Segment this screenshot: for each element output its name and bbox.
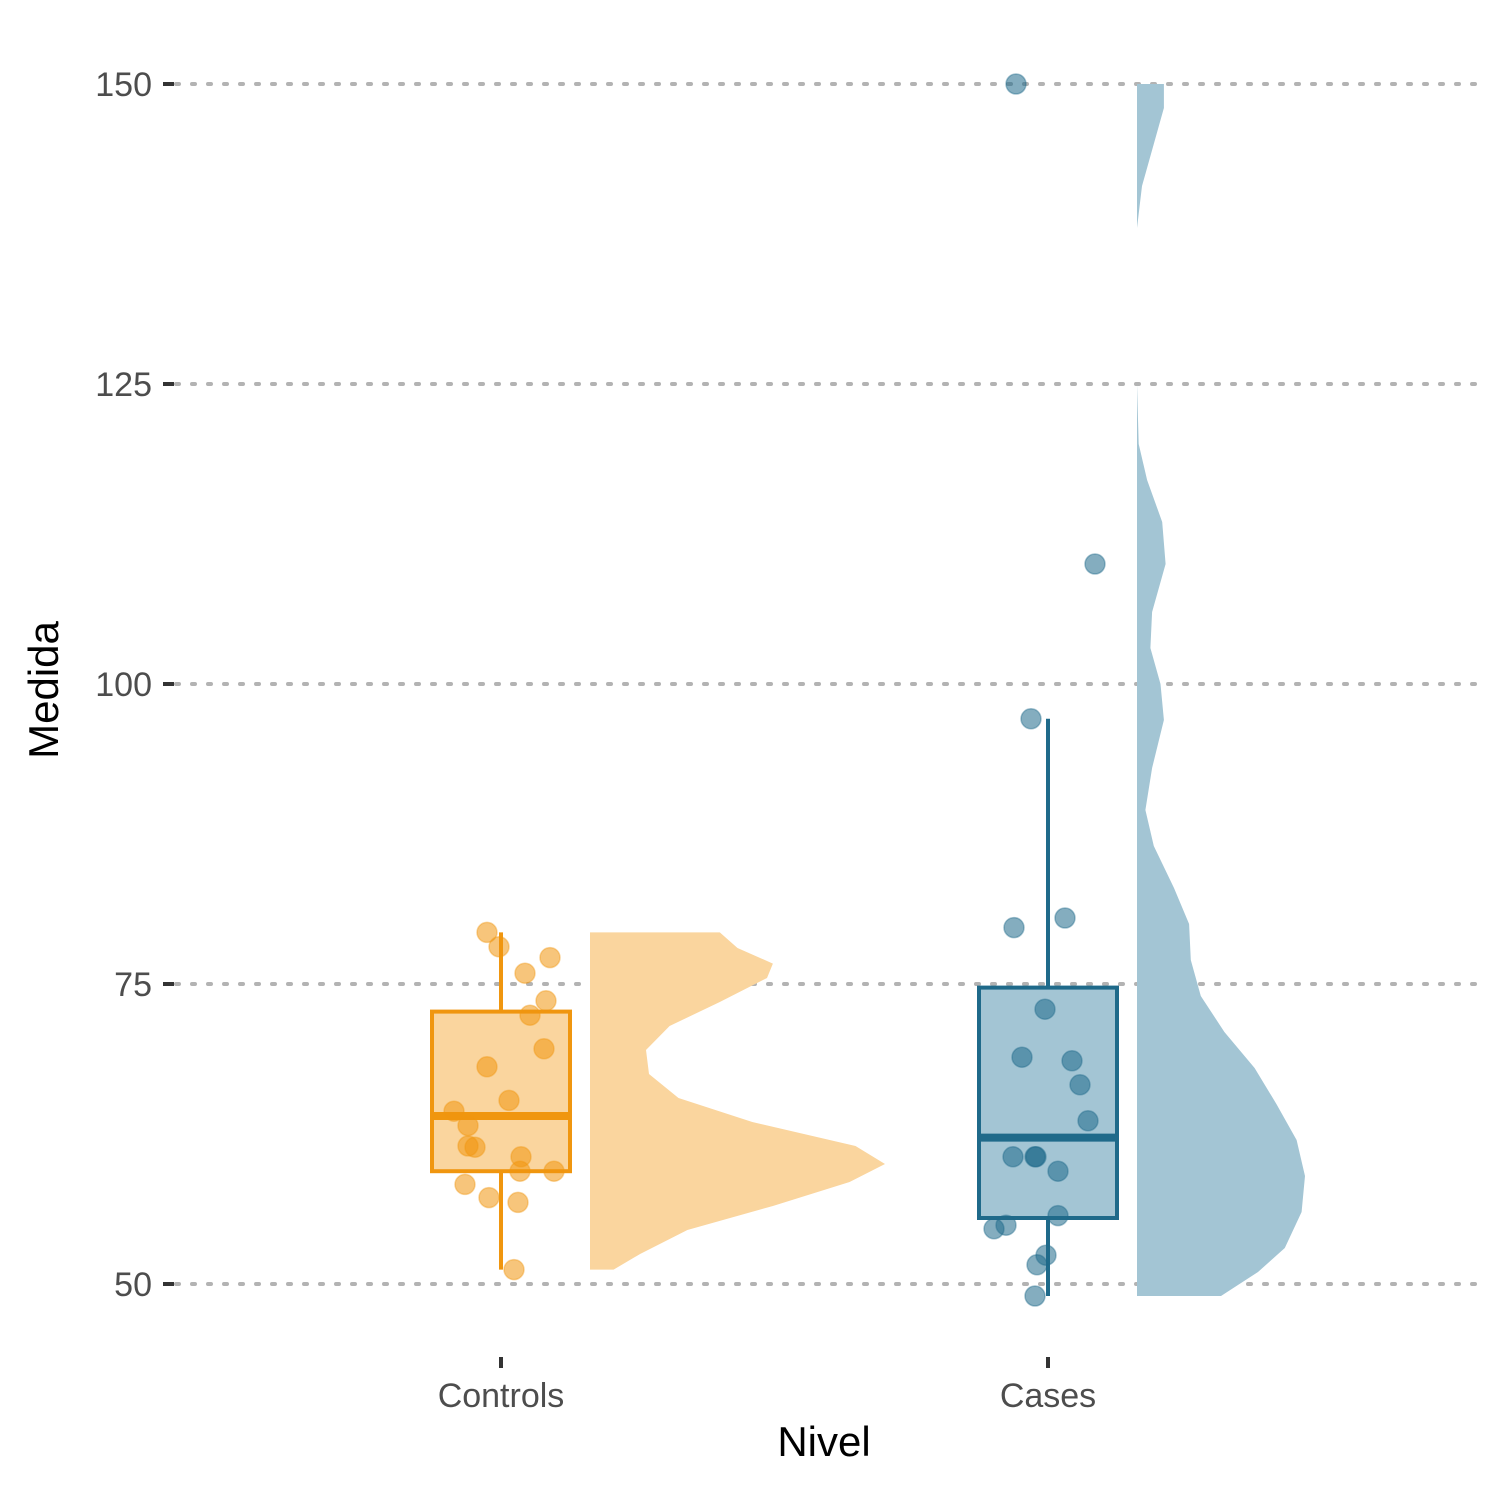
point-controls [535,990,557,1012]
point-cases [1047,1204,1069,1227]
point-cases [983,1218,1005,1240]
point-cases [1002,1146,1024,1168]
box-controls [430,1009,572,1174]
point-cases [1077,1110,1099,1132]
x-tick-label-controls: Controls [438,1377,565,1415]
point-controls [503,1258,525,1281]
point-controls [514,962,536,984]
point-controls [464,1136,486,1158]
point-cases [1003,916,1025,939]
point-cases [1026,1254,1048,1276]
point-controls [509,1160,531,1182]
point-controls [476,1056,498,1078]
y-axis: 50 75 100 125 150 [95,66,174,1304]
point-controls [543,1160,565,1182]
grid-lines [174,82,1477,1286]
point-cases [1047,1160,1069,1182]
point-controls [519,1004,541,1026]
box-cases [977,985,1119,1220]
point-cases [1069,1074,1091,1096]
point-controls [507,1191,529,1214]
point-cases [1024,1285,1046,1307]
point-cases [1011,1046,1033,1068]
point-controls [476,921,498,944]
x-tick-label-cases: Cases [1000,1377,1096,1415]
group-cases [977,73,1305,1307]
y-tick-label-100: 100 [95,666,152,704]
y-tick-label-150: 150 [95,66,152,104]
point-controls [488,936,510,958]
point-cases [1061,1050,1083,1072]
point-cases [1005,73,1027,95]
density-controls [590,932,885,1270]
point-controls [443,1100,465,1122]
point-cases [1034,998,1056,1020]
y-tick-label-125: 125 [95,366,152,404]
x-axis-title: Nivel [777,1418,870,1465]
point-cases [1054,907,1076,929]
y-axis-title: Medida [20,620,67,758]
group-controls [430,921,885,1281]
point-controls [533,1038,555,1060]
point-cases [1084,553,1106,575]
point-cases [1025,1146,1047,1168]
plot-area [430,73,1305,1307]
y-tick-label-50: 50 [114,1266,152,1304]
point-cases [1020,708,1042,730]
x-axis: Controls Cases [438,1357,1096,1415]
point-controls [478,1186,500,1209]
y-tick-label-75: 75 [114,966,152,1004]
density-cases [1137,84,1305,1296]
point-controls [498,1089,520,1112]
point-controls [457,1114,479,1137]
point-controls [454,1173,476,1196]
point-controls [539,946,561,969]
